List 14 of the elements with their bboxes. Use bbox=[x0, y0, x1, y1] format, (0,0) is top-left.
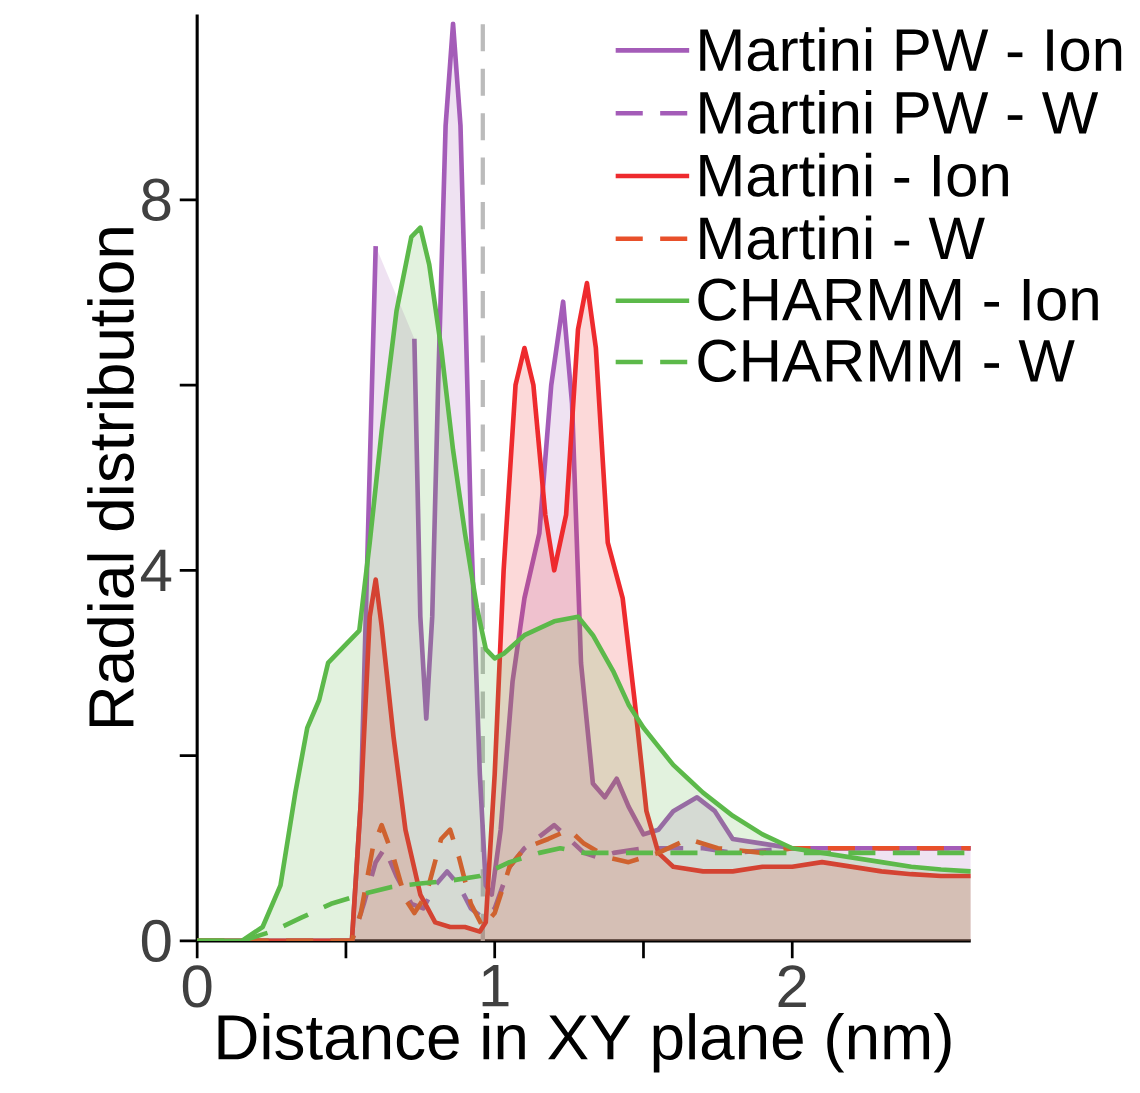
y-tick-label: 0 bbox=[141, 919, 171, 963]
y-axis-title: Radial distribution bbox=[87, 228, 135, 727]
legend-label: Martini PW - Ion bbox=[700, 27, 1122, 72]
legend-label: Martini PW - W bbox=[700, 90, 1099, 135]
x-tick-label: 0 bbox=[182, 965, 212, 1008]
legend-label: CHARMM - W bbox=[698, 339, 1075, 383]
x-tick-label: 1 bbox=[482, 965, 509, 1007]
x-tick-label: 2 bbox=[778, 965, 806, 1008]
legend-label: Martini - W bbox=[700, 215, 985, 260]
legend-label: CHARMM - Ion bbox=[698, 278, 1098, 321]
x-axis-title: Distance in XY plane (nm) bbox=[218, 1013, 951, 1073]
legend-label: Martini - Ion bbox=[700, 152, 1008, 197]
y-tick-label: 4 bbox=[140, 549, 172, 592]
y-tick-label: 8 bbox=[142, 178, 171, 222]
